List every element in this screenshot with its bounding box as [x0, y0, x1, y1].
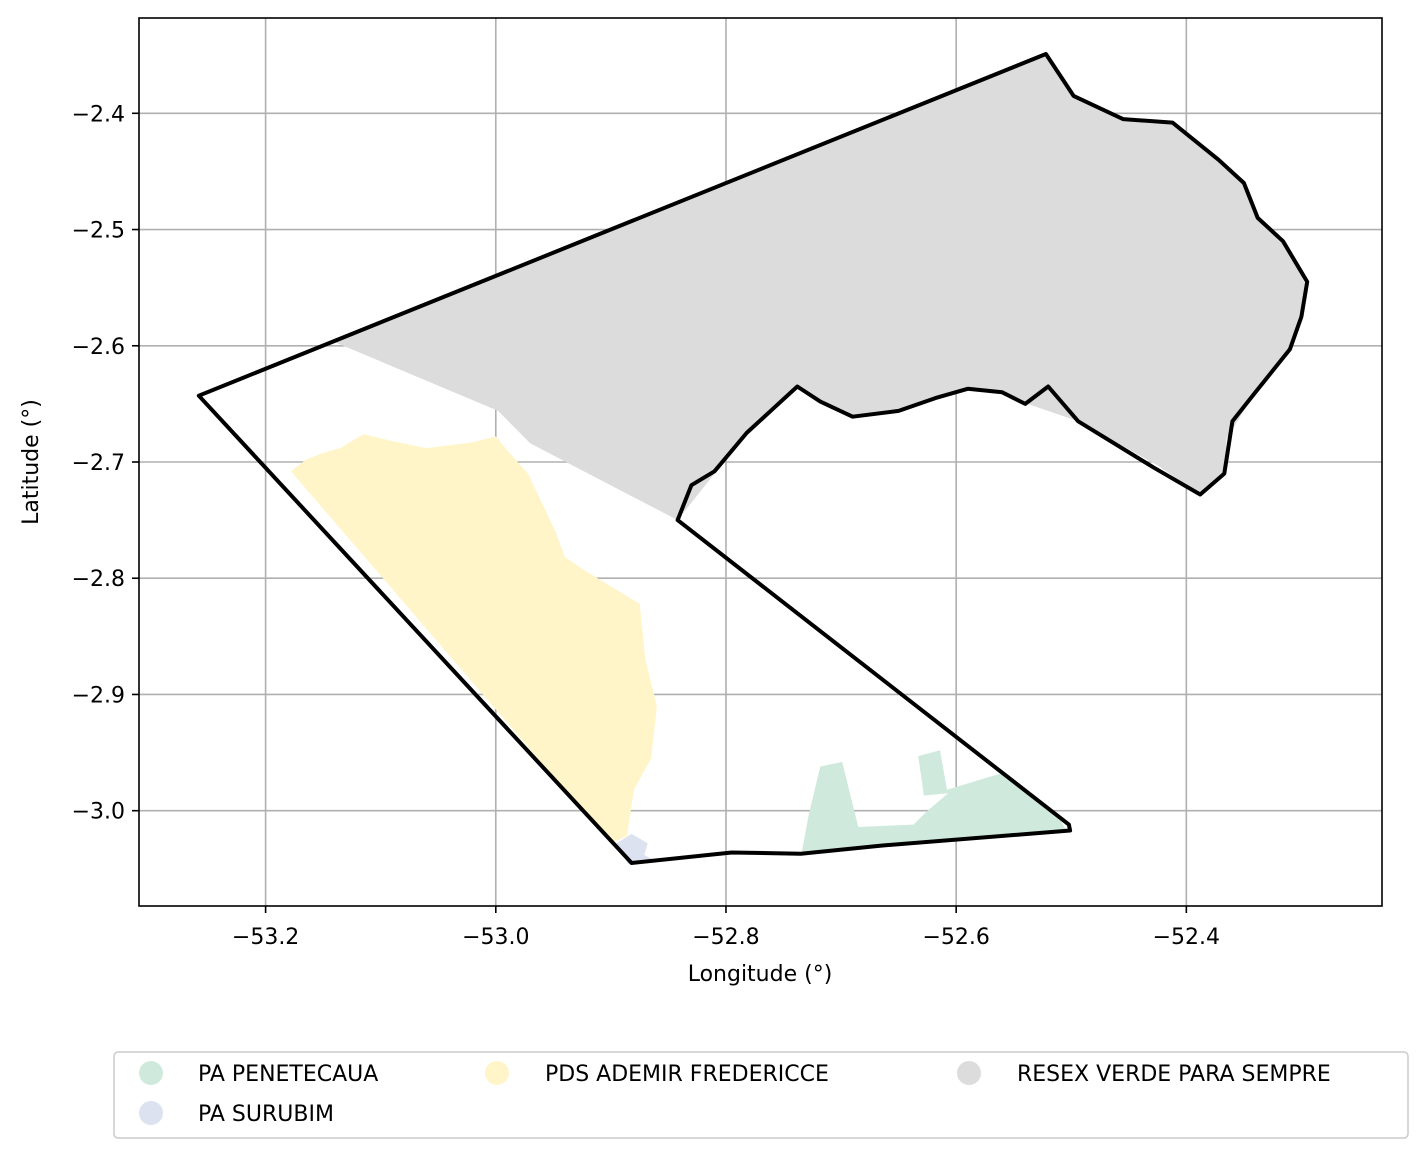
y-tick-label: −2.8: [72, 567, 125, 592]
y-tick-label: −2.7: [72, 451, 125, 476]
legend-marker-resex-verde-para-sempre: [957, 1061, 981, 1085]
x-tick-label: −52.4: [1153, 925, 1220, 950]
municipality-boundary: [196, 52, 1310, 865]
boundary-layer: [196, 52, 1310, 865]
legend-marker-pa-surubim: [139, 1101, 163, 1125]
area-pds-ademir-fredericce: [290, 434, 657, 844]
legend: PA PENETECAUA PA SURUBIM PDS ADEMIR FRED…: [113, 1051, 1409, 1139]
legend-label-pds-ademir-fredericce: PDS ADEMIR FREDERICCE: [545, 1062, 829, 1087]
y-tick-label: −2.4: [72, 102, 125, 127]
legend-label-pa-surubim: PA SURUBIM: [198, 1102, 334, 1127]
x-tick-label: −52.8: [692, 925, 759, 950]
x-tick-label: −53.0: [462, 925, 529, 950]
area-pa-penetecaua: [801, 750, 1066, 852]
plot-area: [138, 17, 1383, 907]
legend-marker-pds-ademir-fredericce: [485, 1061, 509, 1085]
y-axis-ticks: −2.4 −2.5 −2.6 −2.7 −2.8 −2.9 −3.0: [72, 102, 139, 825]
y-tick-label: −2.9: [72, 683, 125, 708]
legend-label-resex-verde-para-sempre: RESEX VERDE PARA SEMPRE: [1017, 1062, 1331, 1087]
x-tick-label: −52.6: [922, 925, 989, 950]
y-tick-label: −2.6: [72, 335, 125, 360]
y-axis-label: Latitude (°): [19, 399, 44, 525]
legend-label-pa-penetecaua: PA PENETECAUA: [198, 1062, 378, 1087]
x-tick-label: −53.2: [232, 925, 299, 950]
y-tick-label: −2.5: [72, 219, 125, 244]
y-tick-label: −3.0: [72, 800, 125, 825]
legend-box: [113, 1051, 1409, 1139]
x-axis-ticks: −53.2 −53.0 −52.8 −52.6 −52.4: [232, 906, 1220, 950]
legend-marker-pa-penetecaua: [139, 1061, 163, 1085]
x-axis-label: Longitude (°): [688, 962, 833, 987]
